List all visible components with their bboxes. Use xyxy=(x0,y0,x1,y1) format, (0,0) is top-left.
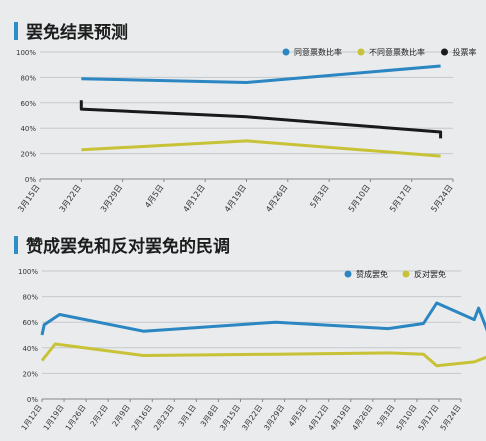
chart1-svg: 0% 20% 40% 60% 80% 100% 3月15日 3月22日 3月29日 4月5日 4月1… xyxy=(16,47,477,214)
y-tick-label: 20% xyxy=(20,151,36,159)
y-tick-label: 0% xyxy=(27,396,38,404)
legend-marker xyxy=(357,48,365,56)
y-tick-label: 0% xyxy=(25,176,36,184)
x-tick-label: 5月10日 xyxy=(394,403,418,432)
x-tick-label: 4月12日 xyxy=(182,183,207,214)
x-tick-label: 3月1日 xyxy=(177,403,198,428)
x-tick-label: 3月8日 xyxy=(199,403,220,428)
x-tick-label: 5月3日 xyxy=(308,183,330,210)
chart1-title-text: 罢免结果预测 xyxy=(26,23,128,43)
x-tick-label: 1月26日 xyxy=(64,403,88,432)
x-tick-label: 1月19日 xyxy=(41,403,65,432)
x-tick-label: 4月26日 xyxy=(350,403,374,432)
y-tick-label: 40% xyxy=(20,125,36,133)
title-accent-bar xyxy=(14,235,18,254)
x-tick-label: 3月15日 xyxy=(16,183,41,214)
chart2-title-text: 赞成罢免和反对罢免的民调 xyxy=(26,237,230,257)
x-tick-label: 3月29日 xyxy=(99,183,124,214)
legend-label: 投票率 xyxy=(453,47,477,57)
legend-label: 赞成罢免 xyxy=(356,269,388,279)
x-tick-label: 4月19日 xyxy=(223,183,248,214)
y-tick-label: 40% xyxy=(22,345,38,353)
chart2-title: 赞成罢免和反对罢免的民调 xyxy=(14,232,230,257)
chart1-title: 罢免结果预测 xyxy=(14,18,128,43)
x-tick-label: 2月2日 xyxy=(88,403,109,428)
x-tick-label: 5月10日 xyxy=(347,183,372,214)
legend-label: 同意票数比率 xyxy=(294,47,342,57)
legend-marker xyxy=(282,48,290,56)
x-tick-label: 1月12日 xyxy=(19,403,43,432)
x-tick-label: 4月5日 xyxy=(287,403,308,428)
series-line-3 xyxy=(79,100,443,139)
x-tick-label: 2月9日 xyxy=(110,403,131,428)
y-tick-label: 60% xyxy=(20,100,36,108)
x-tick-label: 4月12日 xyxy=(306,403,330,432)
x-tick-label: 3月29日 xyxy=(262,403,286,432)
series-line-2 xyxy=(40,342,486,368)
series-line-1 xyxy=(40,301,486,336)
x-tick-label: 4月26日 xyxy=(264,183,289,214)
series-line-2 xyxy=(81,139,441,158)
x-tick-label: 5月17日 xyxy=(416,403,440,432)
legend-marker xyxy=(344,270,352,278)
y-tick-label: 80% xyxy=(20,74,36,82)
legend-marker xyxy=(441,48,448,56)
y-tick-label: 80% xyxy=(22,294,38,302)
x-tick-label: 4月19日 xyxy=(328,403,352,432)
legend-label: 不同意票数比率 xyxy=(369,47,425,57)
x-tick-label: 5月17日 xyxy=(388,183,413,214)
x-tick-label: 2月23日 xyxy=(152,403,176,432)
series-line-1 xyxy=(81,64,441,84)
y-tick-label: 60% xyxy=(22,319,38,327)
x-tick-label: 5月3日 xyxy=(375,403,396,428)
title-accent-bar xyxy=(14,21,18,40)
legend-label: 反对罢免 xyxy=(414,269,446,279)
x-tick-label: 4月5日 xyxy=(143,183,165,210)
x-tick-label: 2月16日 xyxy=(130,403,154,432)
y-tick-label: 100% xyxy=(16,49,36,57)
x-tick-label: 5月24日 xyxy=(438,403,462,432)
x-tick-label: 3月22日 xyxy=(240,403,264,432)
x-tick-label: 5月24日 xyxy=(429,183,454,214)
y-tick-label: 100% xyxy=(18,268,38,276)
legend-marker xyxy=(402,270,410,278)
x-tick-label: 3月15日 xyxy=(218,403,242,432)
y-tick-label: 20% xyxy=(22,370,38,378)
x-tick-label: 3月22日 xyxy=(58,183,83,214)
